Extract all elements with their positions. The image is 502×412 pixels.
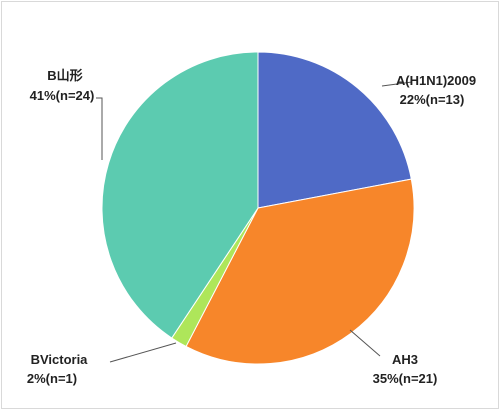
pie-slice-a-h1n1 xyxy=(257,51,412,209)
pie-slice-b-yamagata xyxy=(101,51,259,339)
pie-slices xyxy=(101,51,415,365)
slice-value-b-yamagata: 41%(n=24) xyxy=(30,88,95,103)
pie-slice-ah3 xyxy=(185,178,415,365)
leader-line-a-h1n1 xyxy=(381,81,413,87)
slice-value-a-h1n1: 22%(n=13) xyxy=(400,92,465,107)
slice-value-ah3: 35%(n=21) xyxy=(373,371,438,386)
data-labels: A(H1N1)2009 22%(n=13) AH3 35%(n=21) BVic… xyxy=(27,68,476,386)
leader-line-ah3 xyxy=(349,329,381,357)
slice-label-ah3: AH3 xyxy=(392,352,418,367)
slice-label-bvictoria: BVictoria xyxy=(31,352,89,367)
leader-lines xyxy=(96,81,413,363)
leader-line-bvictoria xyxy=(109,342,177,363)
slice-label-b-yamagata: B山形 xyxy=(47,68,82,83)
slice-value-bvictoria: 2%(n=1) xyxy=(27,371,77,386)
slice-label-a-h1n1: A(H1N1)2009 xyxy=(396,73,476,88)
leader-line-b-yamagata xyxy=(96,97,103,160)
